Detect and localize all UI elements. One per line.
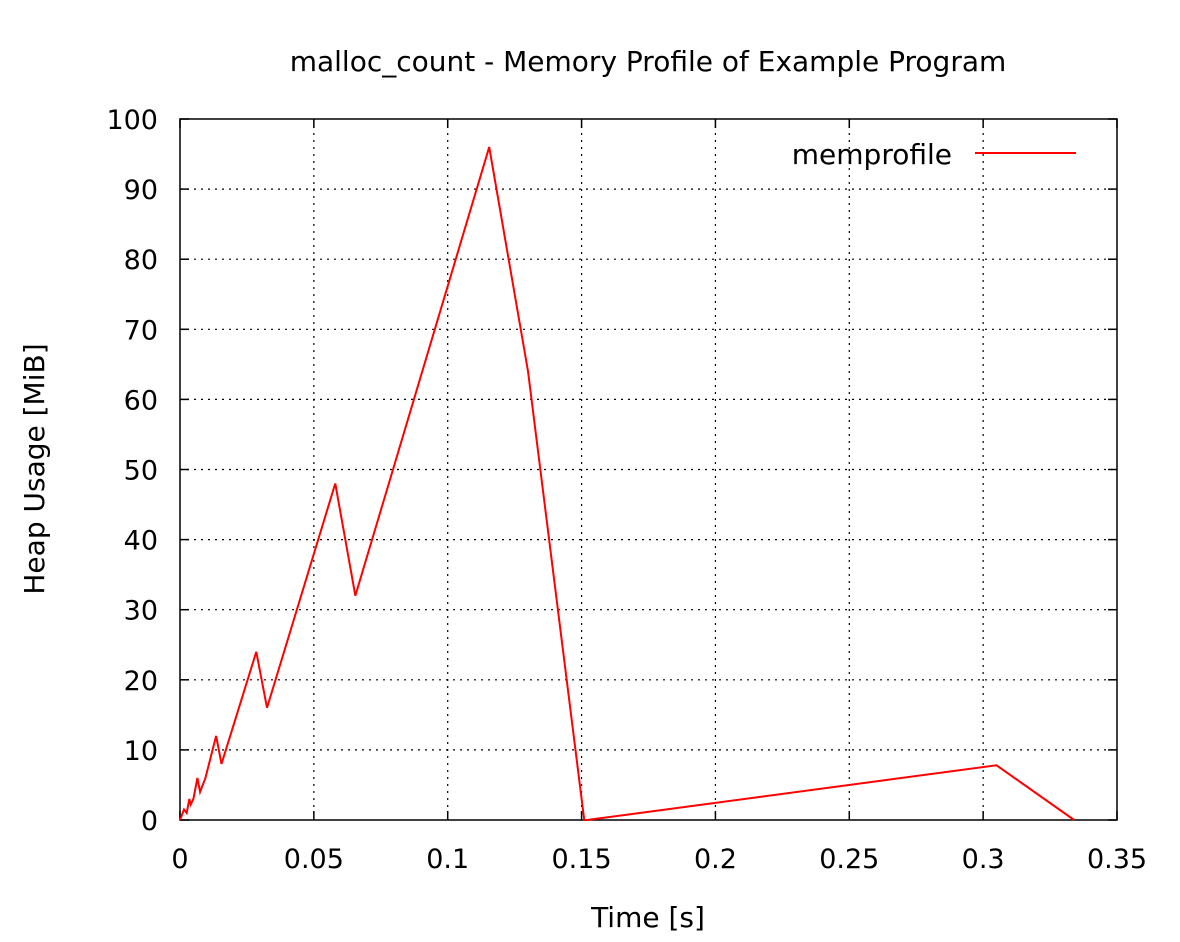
x-tick-label: 0.15 [552,844,612,875]
x-tick-label: 0.05 [284,844,344,875]
y-tick-label: 30 [124,596,158,627]
x-axis-title: Time [s] [590,901,705,934]
y-tick-labels: 0 10 20 30 40 50 60 70 80 90 100 [106,105,158,837]
y-tick-label: 100 [106,105,158,136]
legend: memprofile [792,138,1076,171]
x-tick-labels: 0 0.05 0.1 0.15 0.2 0.25 0.3 0.35 [171,844,1147,875]
series-line-memprofile [179,146,1075,821]
x-tick-label: 0.1 [426,844,469,875]
grid-lines [180,119,1117,820]
y-tick-label: 80 [124,245,158,276]
y-tick-label: 70 [124,315,158,346]
x-tick-label: 0.2 [694,844,737,875]
y-tick-label: 20 [124,666,158,697]
y-tick-label: 90 [124,175,158,206]
y-tick-label: 40 [124,526,158,557]
y-tick-label: 10 [124,736,158,767]
series-lines [179,146,1075,821]
axis-ticks [179,118,1118,821]
y-axis-title: Heap Usage [MiB] [18,343,51,594]
x-tick-label: 0.35 [1087,844,1147,875]
x-tick-label: 0 [171,844,188,875]
y-tick-label: 0 [141,806,158,837]
legend-label-memprofile: memprofile [792,138,952,171]
y-tick-label: 50 [124,456,158,487]
chart-title: malloc_count - Memory Profile of Example… [290,45,1007,78]
x-tick-label: 0.25 [819,844,879,875]
x-tick-label: 0.3 [962,844,1005,875]
y-tick-label: 60 [124,385,158,416]
